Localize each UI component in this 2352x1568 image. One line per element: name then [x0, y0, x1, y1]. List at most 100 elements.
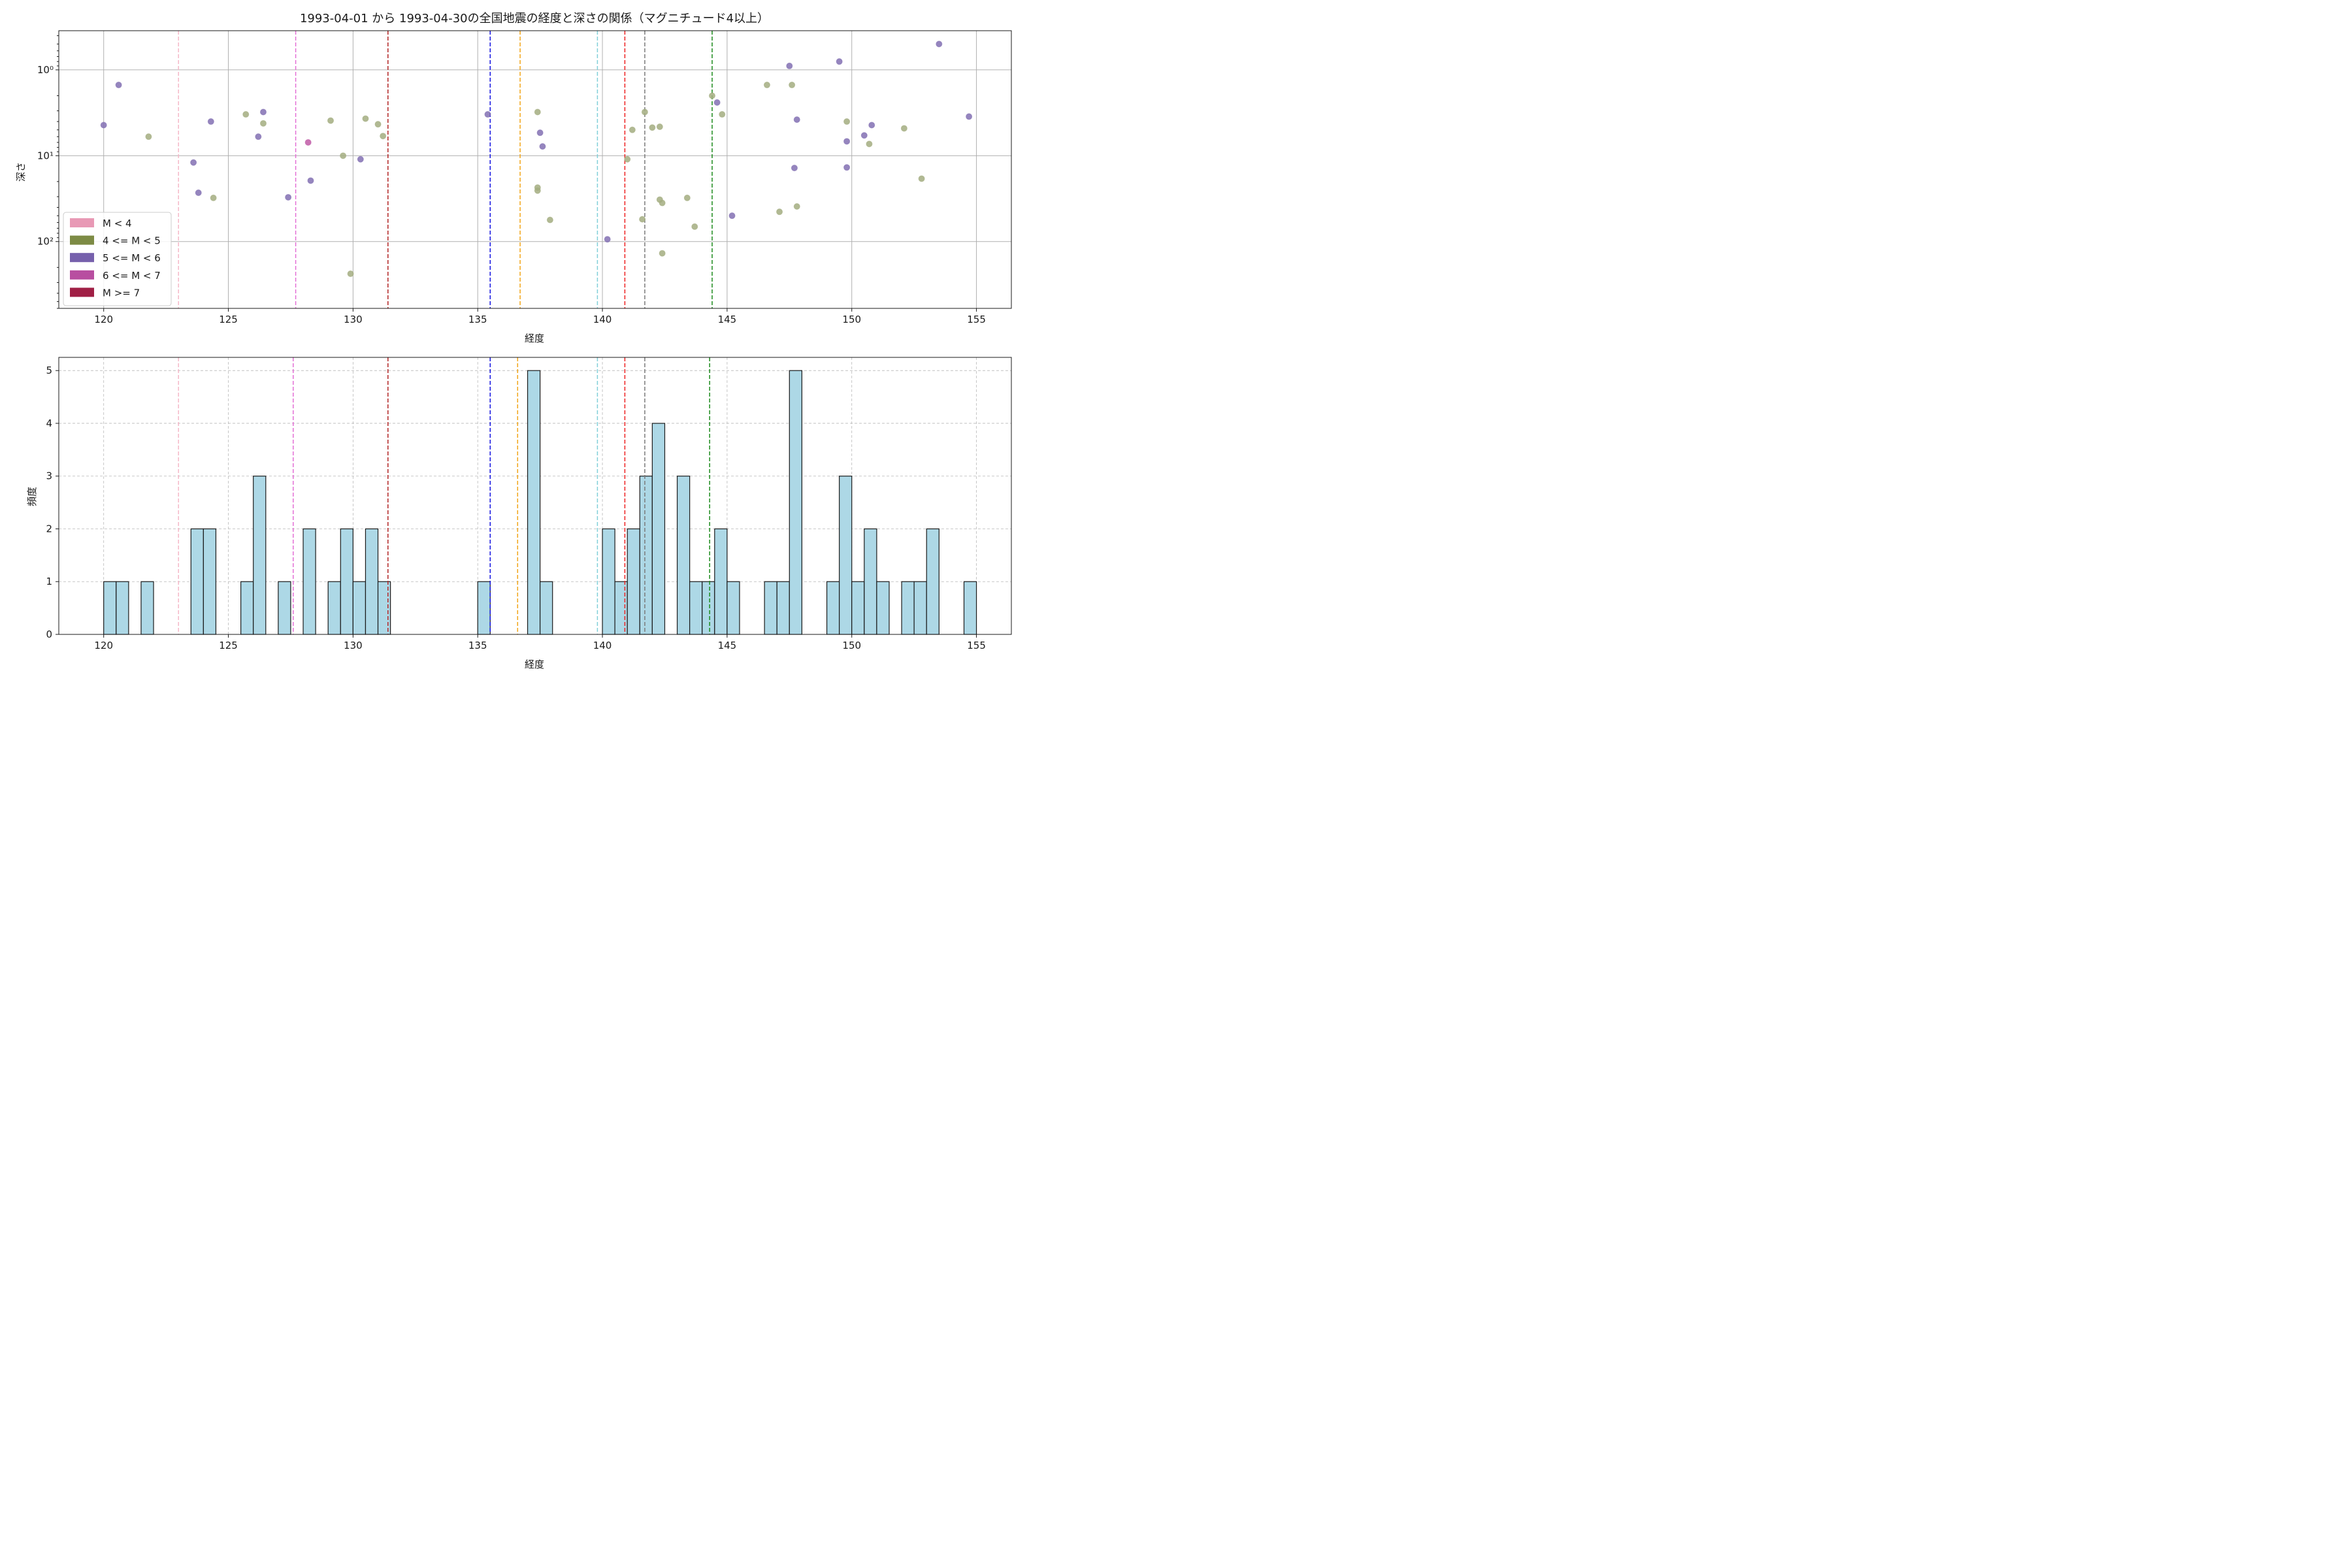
legend-label: M < 4: [103, 218, 132, 229]
scatter-x-tick-label: 125: [219, 314, 238, 325]
histogram-bar: [913, 581, 927, 635]
scatter-point: [604, 236, 611, 243]
histogram-bar: [302, 528, 316, 635]
histogram-x-axis-label: 経度: [525, 659, 544, 670]
scatter-point: [145, 133, 152, 140]
legend-swatch: [70, 270, 94, 280]
histogram-y-tick-label: 0: [46, 629, 52, 640]
scatter-points: [100, 41, 973, 277]
scatter-x-tick-label: 130: [344, 314, 363, 325]
legend-swatch: [70, 287, 94, 297]
histogram-axis-ticks: 120 125 130 135 140 145 150 155 0 1 2 3 4 5: [46, 365, 985, 651]
scatter-grid: [59, 31, 1011, 308]
scatter-point: [713, 99, 721, 106]
histogram-x-tick-label: 145: [718, 640, 737, 651]
histogram-bar: [240, 581, 254, 635]
legend-swatch: [70, 218, 94, 227]
scatter-plot-frame: [58, 30, 1012, 309]
scatter-point: [259, 108, 267, 116]
scatter-point: [793, 116, 800, 123]
scatter-point: [728, 212, 736, 220]
scatter-point: [649, 124, 656, 131]
histogram-bar: [116, 581, 129, 635]
scatter-axis-ticks: 120 125 130 135 140 145 150 155 10⁰ 10¹ 10²: [37, 35, 986, 325]
scatter-point: [860, 132, 868, 139]
scatter-y-tick-label: 10²: [37, 236, 54, 248]
scatter-point: [374, 121, 382, 128]
scatter-point: [362, 115, 369, 122]
scatter-point: [210, 194, 217, 201]
histogram-bar: [876, 581, 890, 635]
histogram-bars: [103, 370, 977, 635]
scatter-point: [115, 82, 122, 89]
histogram-bar: [327, 581, 341, 635]
histogram-x-tick-label: 150: [842, 640, 861, 651]
histogram-x-tick-label: 125: [219, 640, 238, 651]
histogram-bar: [851, 581, 865, 635]
scatter-point: [683, 194, 691, 201]
scatter-point: [242, 111, 250, 118]
scatter-point: [357, 155, 364, 163]
chart-title: 1993-04-01 から 1993-04-30の全国地震の経度と深さの関係（マ…: [300, 12, 769, 25]
scatter-point: [691, 223, 698, 230]
scatter-point: [327, 117, 335, 124]
histogram-bar: [540, 581, 553, 635]
histogram-bar: [103, 581, 117, 635]
scatter-x-tick-label: 155: [967, 314, 986, 325]
scatter-point: [380, 133, 387, 140]
histogram-bar: [651, 423, 666, 635]
histogram-bar: [702, 581, 715, 635]
histogram-bar: [789, 370, 802, 635]
scatter-point: [100, 122, 107, 129]
scatter-point: [918, 175, 925, 182]
legend: M < 4 4 <= M < 5 5 <= M < 6 6 <= M < 7 M >= …: [63, 212, 172, 306]
scatter-point: [966, 113, 973, 120]
histogram-bar: [365, 528, 379, 635]
scatter-point: [539, 143, 546, 150]
scatter-point: [793, 203, 800, 210]
scatter-point: [340, 152, 347, 159]
histogram-bar: [776, 581, 790, 635]
histogram-x-tick-label: 140: [593, 640, 612, 651]
scatter-x-tick-label: 135: [468, 314, 487, 325]
histogram-bar: [727, 581, 740, 635]
histogram-bar: [826, 581, 840, 635]
scatter-x-tick-label: 140: [593, 314, 612, 325]
scatter-point: [484, 111, 491, 118]
legend-swatch: [70, 253, 94, 263]
scatter-y-tick-label: 10⁰: [37, 64, 54, 76]
scatter-point: [534, 187, 541, 194]
scatter-point: [776, 208, 783, 216]
scatter-y-tick-label: 10¹: [37, 150, 54, 161]
scatter-point: [629, 126, 636, 133]
histogram-x-tick-label: 120: [94, 640, 113, 651]
scatter-point: [843, 164, 851, 171]
scatter-point: [763, 82, 770, 89]
scatter-point: [789, 82, 796, 89]
scatter-chart: 1993-04-01 から 1993-04-30の全国地震の経度と深さの関係（マ…: [15, 12, 1012, 344]
scatter-point: [190, 159, 197, 166]
scatter-point: [259, 120, 267, 127]
histogram-chart: 120 125 130 135 140 145 150 155 0 1 2 3 4 5 経度 頻度: [26, 357, 1012, 670]
histogram-bar: [377, 581, 391, 635]
histogram-bar: [477, 581, 491, 635]
scatter-point: [659, 199, 666, 206]
histogram-plot-frame: [58, 357, 1012, 635]
legend-label: 4 <= M < 5: [103, 235, 161, 247]
histogram-x-tick-label: 130: [344, 640, 363, 651]
scatter-point: [786, 62, 793, 69]
histogram-y-tick-label: 4: [46, 417, 52, 429]
scatter-point: [641, 108, 648, 116]
legend-label: 5 <= M < 6: [103, 252, 161, 264]
histogram-bar: [864, 528, 877, 635]
scatter-point: [719, 111, 726, 118]
histogram-bar: [963, 581, 977, 635]
histogram-bar: [340, 528, 353, 635]
histogram-bar: [614, 581, 628, 635]
scatter-x-tick-label: 150: [842, 314, 861, 325]
scatter-point: [536, 129, 544, 137]
scatter-point: [255, 133, 262, 140]
histogram-bar: [714, 528, 728, 635]
scatter-point: [900, 125, 907, 132]
scatter-point: [534, 108, 541, 116]
